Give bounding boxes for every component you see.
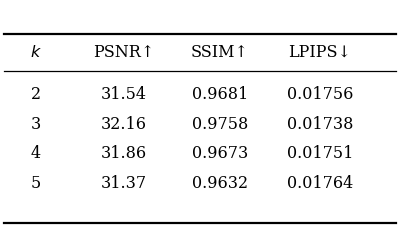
Text: 31.86: 31.86	[101, 145, 147, 162]
Text: 0.01764: 0.01764	[287, 175, 353, 192]
Text: 0.9632: 0.9632	[192, 175, 248, 192]
Text: LPIPS↓: LPIPS↓	[288, 44, 352, 61]
Text: 0.01751: 0.01751	[287, 145, 353, 162]
Text: 32.16: 32.16	[101, 116, 147, 132]
Text: 0.01756: 0.01756	[287, 86, 353, 103]
Text: 0.9758: 0.9758	[192, 116, 248, 132]
Text: 31.37: 31.37	[101, 175, 147, 192]
Text: 0.9673: 0.9673	[192, 145, 248, 162]
Text: 0.9681: 0.9681	[192, 86, 248, 103]
Text: 4: 4	[31, 145, 41, 162]
Text: 5: 5	[31, 175, 41, 192]
Text: PSNR↑: PSNR↑	[93, 44, 155, 61]
Text: SSIM↑: SSIM↑	[191, 44, 249, 61]
Text: 31.54: 31.54	[101, 86, 147, 103]
Text: 0.01738: 0.01738	[287, 116, 353, 132]
Text: $k$: $k$	[30, 44, 42, 61]
Text: 3: 3	[31, 116, 41, 132]
Text: 2: 2	[31, 86, 41, 103]
